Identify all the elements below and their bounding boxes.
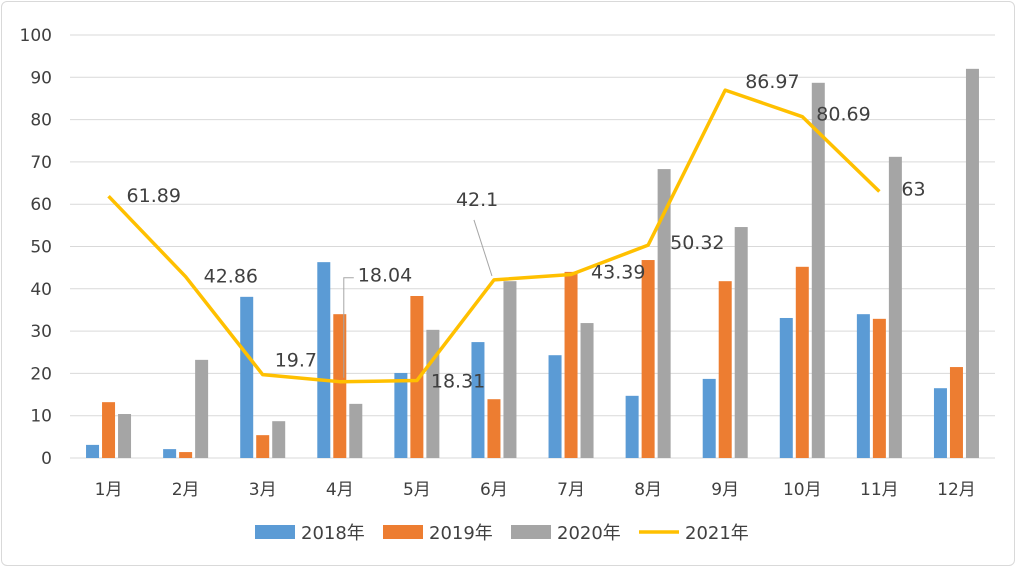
bar-2020年-12月 xyxy=(965,68,979,458)
y-tick-label: 20 xyxy=(30,364,52,384)
bar-2018年-2月 xyxy=(163,449,177,458)
x-tick-label: 1月 xyxy=(95,480,123,500)
x-tick-label: 6月 xyxy=(480,480,508,500)
y-tick-label: 60 xyxy=(30,195,52,215)
bar-2020年-4月 xyxy=(349,403,363,458)
legend-label: 2020年 xyxy=(557,523,621,544)
y-tick-label: 50 xyxy=(30,238,52,258)
bar-2020年-9月 xyxy=(734,227,748,458)
bar-2019年-4月 xyxy=(333,314,347,458)
legend-swatch-2018年 xyxy=(255,525,295,539)
bar-2019年-7月 xyxy=(564,271,578,458)
data-label: 18.31 xyxy=(431,371,485,393)
bar-2020年-8月 xyxy=(657,169,671,458)
bar-2020年-6月 xyxy=(503,281,517,458)
y-tick-label: 10 xyxy=(30,407,52,427)
bar-2020年-1月 xyxy=(118,414,132,458)
bar-2020年-10月 xyxy=(811,82,825,458)
y-tick-label: 100 xyxy=(20,26,52,46)
legend-label: 2021年 xyxy=(685,523,749,544)
data-labels: 61.89 42.86 19.7 18.04 18.31 42.1 43.39 50.32 86… xyxy=(127,71,926,392)
y-tick-label: 30 xyxy=(30,322,52,342)
y-tick-label: 0 xyxy=(41,449,52,469)
gridlines xyxy=(70,34,995,459)
x-tick-label: 7月 xyxy=(557,480,585,500)
leader-line xyxy=(343,277,354,378)
bar-2018年-6月 xyxy=(471,342,485,458)
data-label: 80.69 xyxy=(816,104,870,126)
data-label: 18.04 xyxy=(358,265,412,287)
x-axis: 1月 2月 3月 4月 5月 6月 7月 8月 9月 10月 11月 12月 xyxy=(95,480,976,500)
x-tick-label: 8月 xyxy=(634,480,662,500)
line-series xyxy=(107,88,881,384)
data-label: 50.32 xyxy=(670,232,724,254)
bar-2020年-11月 xyxy=(888,156,902,458)
bar-2018年-4月 xyxy=(317,262,331,458)
data-label: 42.86 xyxy=(204,266,258,288)
x-tick-label: 3月 xyxy=(249,480,277,500)
bar-2018年-9月 xyxy=(702,378,716,458)
bar-2018年-8月 xyxy=(625,395,639,458)
bar-2019年-3月 xyxy=(256,435,270,458)
bar-2019年-9月 xyxy=(718,281,732,458)
bar-2018年-1月 xyxy=(86,444,100,458)
legend-swatch-2019年 xyxy=(383,525,423,539)
bar-2020年-3月 xyxy=(272,421,286,458)
bar-2018年-10月 xyxy=(779,317,793,458)
bar-2019年-2月 xyxy=(179,452,193,458)
bar-2018年-3月 xyxy=(240,296,254,458)
bar-2018年-11月 xyxy=(856,314,870,458)
line-2021年 xyxy=(107,88,881,384)
data-label: 61.89 xyxy=(127,185,181,207)
bar-2020年-5月 xyxy=(426,329,440,458)
data-label: 86.97 xyxy=(745,71,799,93)
legend-swatch-2020年 xyxy=(511,525,551,539)
data-label: 19.7 xyxy=(275,350,317,372)
bar-2019年-6月 xyxy=(487,399,501,458)
legend: 2018年 2019年 2020年 2021年 xyxy=(255,523,749,544)
leader-line xyxy=(473,219,493,277)
bar-2018年-12月 xyxy=(933,388,947,458)
y-tick-label: 70 xyxy=(30,153,52,173)
bar-2019年-8月 xyxy=(641,260,655,458)
y-tick-label: 40 xyxy=(30,280,52,300)
x-tick-label: 2月 xyxy=(172,480,200,500)
bar-2019年-1月 xyxy=(102,402,116,458)
bar-2020年-2月 xyxy=(195,359,209,458)
bar-2019年-12月 xyxy=(949,367,963,458)
bars xyxy=(86,68,979,458)
data-label: 42.1 xyxy=(456,189,498,211)
x-tick-label: 9月 xyxy=(711,480,739,500)
data-label: 43.39 xyxy=(591,261,645,283)
x-tick-label: 11月 xyxy=(860,480,899,500)
legend-label: 2019年 xyxy=(429,523,493,544)
bar-2018年-7月 xyxy=(548,355,562,458)
bar-2019年-10月 xyxy=(795,266,809,458)
y-axis: 0 10 20 30 40 50 60 70 80 90 100 xyxy=(20,26,52,469)
data-label: 63 xyxy=(901,179,925,201)
bar-2019年-11月 xyxy=(872,318,886,458)
x-tick-label: 10月 xyxy=(783,480,822,500)
x-tick-label: 12月 xyxy=(937,480,976,500)
bar-2019年-5月 xyxy=(410,295,424,458)
x-tick-label: 5月 xyxy=(403,480,431,500)
legend-label: 2018年 xyxy=(301,523,365,544)
bar-2020年-7月 xyxy=(580,323,594,458)
bar-2018年-5月 xyxy=(394,372,408,458)
y-tick-label: 80 xyxy=(30,111,52,131)
y-tick-label: 90 xyxy=(30,68,52,88)
x-tick-label: 4月 xyxy=(326,480,354,500)
